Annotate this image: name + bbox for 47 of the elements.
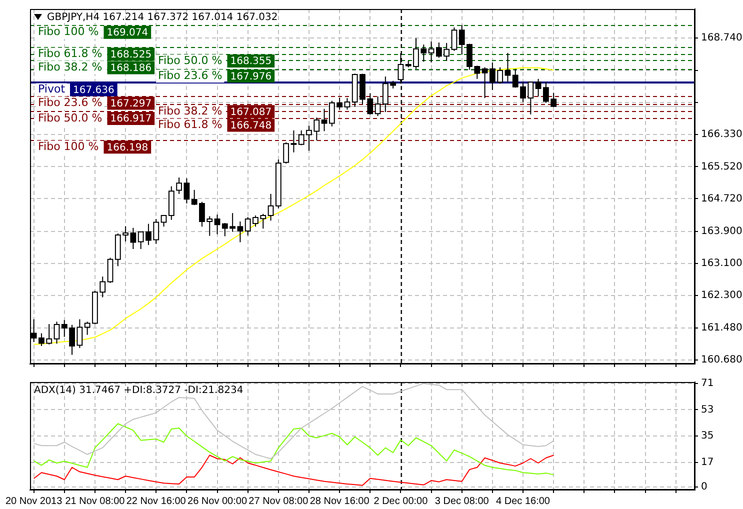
chart-title: ADX(14) 31.7467 +DI:8.3727 -DI:21.8234 — [34, 385, 244, 396]
y-tick-label: 161.480 — [701, 322, 742, 334]
annotation: 167.636 — [73, 84, 114, 96]
x-tick-label: 3 Dec 08:00 — [434, 496, 490, 507]
ref-line-label: Fibo 61.8 % — [38, 47, 102, 60]
x-tick-label: 4 Dec 16:00 — [496, 496, 550, 507]
y-tick-label: 166.330 — [701, 128, 742, 140]
annotation: 166.748 — [230, 120, 272, 132]
y-tick-label: 17 — [701, 456, 714, 468]
ref-line-label: Fibo 50.0 % — [158, 54, 222, 67]
ref-line-label: Fibo 100 % — [38, 140, 99, 154]
annotation: 166.917 — [110, 114, 152, 125]
y-tick-label: 0 — [701, 482, 708, 493]
y-tick-label: 162.300 — [701, 290, 742, 301]
ref-line-label: Fibo 23.6 % — [158, 69, 222, 82]
x-tick-label: 21 Nov 08:00 — [65, 496, 126, 507]
annotation: 167.976 — [230, 71, 272, 82]
annotation: 169.074 — [106, 27, 148, 38]
y-tick-label: 53 — [701, 404, 714, 416]
y-tick-label: 168.740 — [701, 32, 742, 44]
ref-line-label: Fibo 23.6 % — [38, 96, 102, 110]
annotation: 167.297 — [110, 98, 152, 110]
y-tick-label: 165.520 — [701, 161, 742, 172]
ref-line-label: Pivot — [38, 82, 66, 96]
x-tick-label: 22 Nov 16:00 — [126, 496, 186, 507]
x-tick-label: 28 Nov 16:00 — [310, 496, 370, 507]
annotation: 168.525 — [110, 49, 152, 60]
x-tick-label: 26 Nov 00:00 — [188, 496, 248, 507]
ref-line-label: Fibo 38.2 % — [158, 104, 222, 118]
ref-line-label: Fibo 61.8 % — [158, 118, 222, 132]
x-tick-label: 20 Nov 2013 — [5, 496, 63, 507]
annotation: 168.186 — [110, 62, 152, 74]
x-tick-label: 27 Nov 08:00 — [248, 496, 309, 507]
y-tick-label: 35 — [701, 430, 714, 442]
x-tick-label: 2 Dec 00:00 — [374, 496, 428, 507]
y-tick-label: 160.680 — [701, 354, 742, 366]
annotation: 167.087 — [230, 106, 272, 118]
ref-line-label: Fibo 50.0 % — [38, 111, 102, 124]
y-tick-label: 163.100 — [701, 258, 742, 269]
chart-title: GBPJPY,H4 167.214 167.372 167.014 167.032 — [47, 12, 278, 23]
ref-line-label: Fibo 100 % — [38, 25, 99, 38]
annotation: 166.198 — [106, 142, 148, 154]
annotation: 168.355 — [230, 56, 272, 68]
ref-line-label: Fibo 38.2 % — [38, 60, 102, 74]
y-tick-label: 71 — [701, 378, 714, 390]
y-tick-label: 163.900 — [701, 226, 742, 238]
y-tick-label: 164.720 — [701, 193, 742, 204]
